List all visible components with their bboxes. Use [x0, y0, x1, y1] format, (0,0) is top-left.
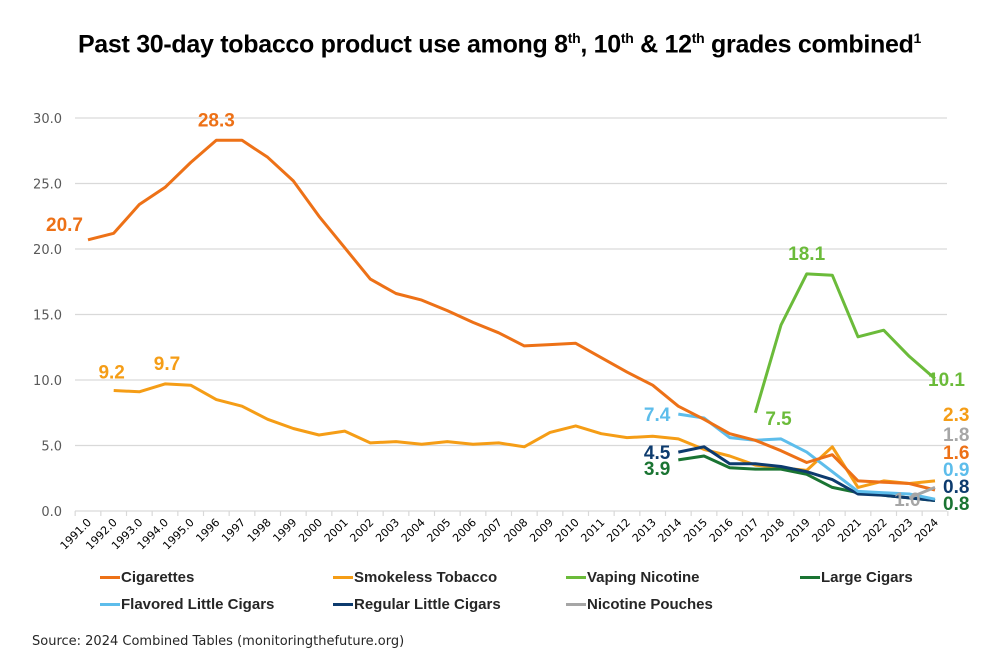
- series-line-regular-little-cigars: [677, 445, 936, 502]
- data-label-regular-little-cigars: 4.5: [644, 443, 671, 464]
- x-tick-label: 1999: [270, 516, 299, 545]
- legend-swatch: [100, 576, 120, 579]
- legend-swatch: [333, 603, 353, 606]
- x-tick-label: 1997: [219, 516, 248, 545]
- gridlines: [75, 117, 947, 447]
- data-label-vaping-nicotine: 10.1: [928, 370, 965, 391]
- y-tick-label: 10.0: [33, 374, 62, 389]
- x-tick-label: 2022: [861, 516, 890, 545]
- x-tick-label: 2021: [835, 516, 864, 545]
- legend-label: Regular Little Cigars: [354, 596, 501, 613]
- series-line-vaping-nicotine: [753, 272, 936, 414]
- legend-item-flavored-little-cigars: Flavored Little Cigars: [100, 596, 274, 613]
- legend-swatch: [333, 576, 353, 579]
- x-tick-label: 2005: [424, 516, 453, 545]
- x-tick-label: 2001: [322, 516, 351, 545]
- y-tick-label: 15.0: [33, 309, 62, 324]
- x-tick-label: 2017: [732, 516, 761, 545]
- x-tick-label: 2007: [476, 516, 505, 545]
- y-tick-label: 20.0: [33, 243, 62, 258]
- x-tick-label: 2014: [655, 516, 684, 545]
- data-label-vaping-nicotine: 7.5: [765, 409, 792, 430]
- x-tick-label: 2024: [912, 516, 941, 545]
- x-tick-label: 2015: [681, 516, 710, 545]
- x-tick-label: 2020: [809, 516, 838, 545]
- legend-swatch: [100, 603, 120, 606]
- data-label-nicotine-pouches: 1.8: [943, 425, 969, 446]
- legend-item-nicotine-pouches: Nicotine Pouches: [566, 596, 713, 613]
- legend-label: Large Cigars: [821, 569, 913, 586]
- legend-item-vaping-nicotine: Vaping Nicotine: [566, 569, 700, 586]
- data-label-cigarettes: 20.7: [46, 215, 83, 236]
- series-line-cigarettes: [87, 138, 936, 492]
- x-tick-label: 2002: [347, 516, 376, 545]
- x-tick-label: 2003: [373, 516, 402, 545]
- x-tick-label: 2008: [501, 516, 530, 545]
- y-tick-label: 30.0: [33, 112, 62, 127]
- legend-swatch: [566, 603, 586, 606]
- data-label-smokeless-tobacco: 2.3: [943, 405, 969, 426]
- data-labels: 20.7 28.3 1.6 9.2 9.7 2.3 7.5 18.1 10.1 3.9 0.8 7.4…: [46, 110, 969, 515]
- data-label-vaping-nicotine: 18.1: [788, 244, 825, 265]
- legend-item-regular-little-cigars: Regular Little Cigars: [333, 596, 501, 613]
- data-label-cigarettes: 1.6: [943, 443, 969, 464]
- data-label-large-cigars: 0.8: [943, 494, 969, 515]
- x-tick-label: 1996: [193, 516, 222, 545]
- legend-item-cigarettes: Cigarettes: [100, 569, 194, 586]
- data-label-regular-little-cigars: 0.8: [943, 477, 969, 498]
- series-line-nicotine-pouches: [908, 486, 936, 500]
- x-axis: 1991.01992.01993.01994.01995.01996199719…: [58, 510, 949, 552]
- x-tick-label: 2018: [758, 516, 787, 545]
- data-label-flavored-little-cigars: 0.9: [943, 460, 969, 481]
- data-label-large-cigars: 3.9: [644, 459, 670, 480]
- source-note: Source: 2024 Combined Tables (monitoring…: [32, 634, 405, 649]
- legend-label: Flavored Little Cigars: [121, 596, 275, 613]
- y-tick-label: 25.0: [33, 178, 62, 193]
- y-tick-label: 0.0: [41, 505, 62, 520]
- legend-swatch: [566, 576, 586, 579]
- x-tick-label: 2010: [553, 516, 582, 545]
- x-tick-label: 2006: [450, 516, 479, 545]
- x-tick-label: 2013: [630, 516, 659, 545]
- legend-label: Smokeless Tobacco: [354, 569, 498, 586]
- data-label-smokeless-tobacco: 9.7: [154, 354, 180, 375]
- x-tick-label: 2000: [296, 516, 325, 545]
- legend-item-smokeless-tobacco: Smokeless Tobacco: [333, 569, 497, 586]
- x-tick-label: 2004: [399, 516, 428, 545]
- data-label-cigarettes: 28.3: [198, 110, 235, 131]
- y-axis: 0.0 5.0 10.0 15.0 20.0 25.0 30.0: [33, 112, 62, 520]
- x-tick-label: 2009: [527, 516, 556, 545]
- x-tick-label: 2012: [604, 516, 633, 545]
- y-tick-label: 5.0: [41, 440, 62, 455]
- x-tick-label: 2023: [886, 516, 915, 545]
- x-tick-label: 2011: [578, 516, 607, 545]
- legend-label: Vaping Nicotine: [587, 569, 700, 586]
- data-label-flavored-little-cigars: 7.4: [644, 405, 671, 426]
- legend-item-large-cigars: Large Cigars: [800, 569, 913, 586]
- x-tick-label: 2019: [784, 516, 813, 545]
- series-lines: [87, 138, 936, 502]
- data-label-smokeless-tobacco: 9.2: [98, 362, 124, 383]
- x-tick-label: 1998: [245, 516, 274, 545]
- legend-label: Nicotine Pouches: [587, 596, 713, 613]
- data-label-nicotine-pouches: 1.0: [894, 490, 920, 511]
- legend-label: Cigarettes: [121, 569, 195, 586]
- series-line-flavored-little-cigars: [678, 412, 936, 501]
- chart-title: Past 30-day tobacco product use among 8t…: [77, 30, 922, 59]
- x-tick-label: 2016: [707, 516, 736, 545]
- legend-swatch: [800, 576, 820, 579]
